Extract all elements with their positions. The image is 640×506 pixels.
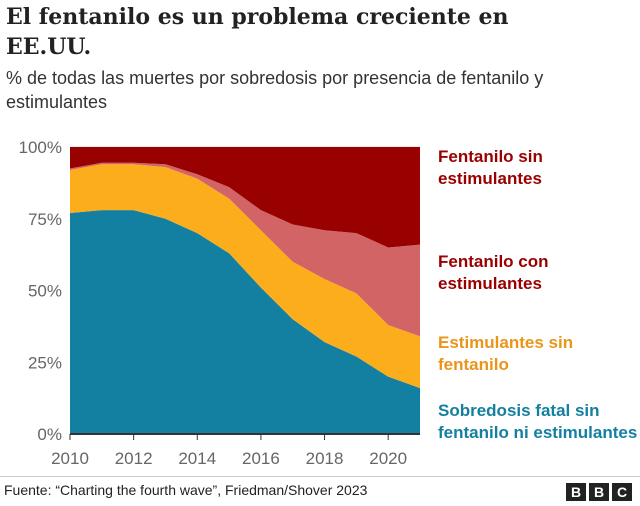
x-tick-label: 2018	[306, 449, 344, 468]
legend-label-sobredosis-fatal: Sobredosis fatal sin fentanilo ni estimu…	[438, 401, 638, 442]
chart-title: El fentanilo es un problema creciente en…	[6, 4, 509, 60]
x-tick-label: 2016	[242, 449, 280, 468]
source-note: Fuente: “Charting the fourth wave”, Frie…	[4, 482, 368, 498]
x-tick-label: 2014	[178, 449, 216, 468]
x-tick-label: 2010	[51, 449, 89, 468]
footer-divider	[0, 476, 640, 477]
area-series-1	[70, 164, 420, 389]
y-tick-label: 100%	[19, 138, 62, 157]
chart-subtitle: % de todas las muertes por sobredosis po…	[6, 68, 544, 112]
area-series-3	[70, 147, 420, 248]
y-tick-label: 25%	[28, 353, 62, 372]
y-tick-label: 0%	[37, 425, 62, 444]
legend-label-estimulantes-sin-fentanilo: Estimulantes sin fentanilo	[438, 333, 574, 374]
y-tick-label: 75%	[28, 210, 62, 229]
area-series-0	[70, 210, 420, 434]
legend-label-fentanilo-con-estimulantes: Fentanilo con estimulantes	[438, 252, 549, 293]
legend-label-fentanilo-sin-estimulantes: Fentanilo sin estimulantes	[438, 147, 543, 188]
y-tick-label: 50%	[28, 282, 62, 301]
x-tick-label: 2020	[369, 449, 407, 468]
area-series-2	[70, 162, 420, 337]
x-tick-label: 2012	[115, 449, 153, 468]
